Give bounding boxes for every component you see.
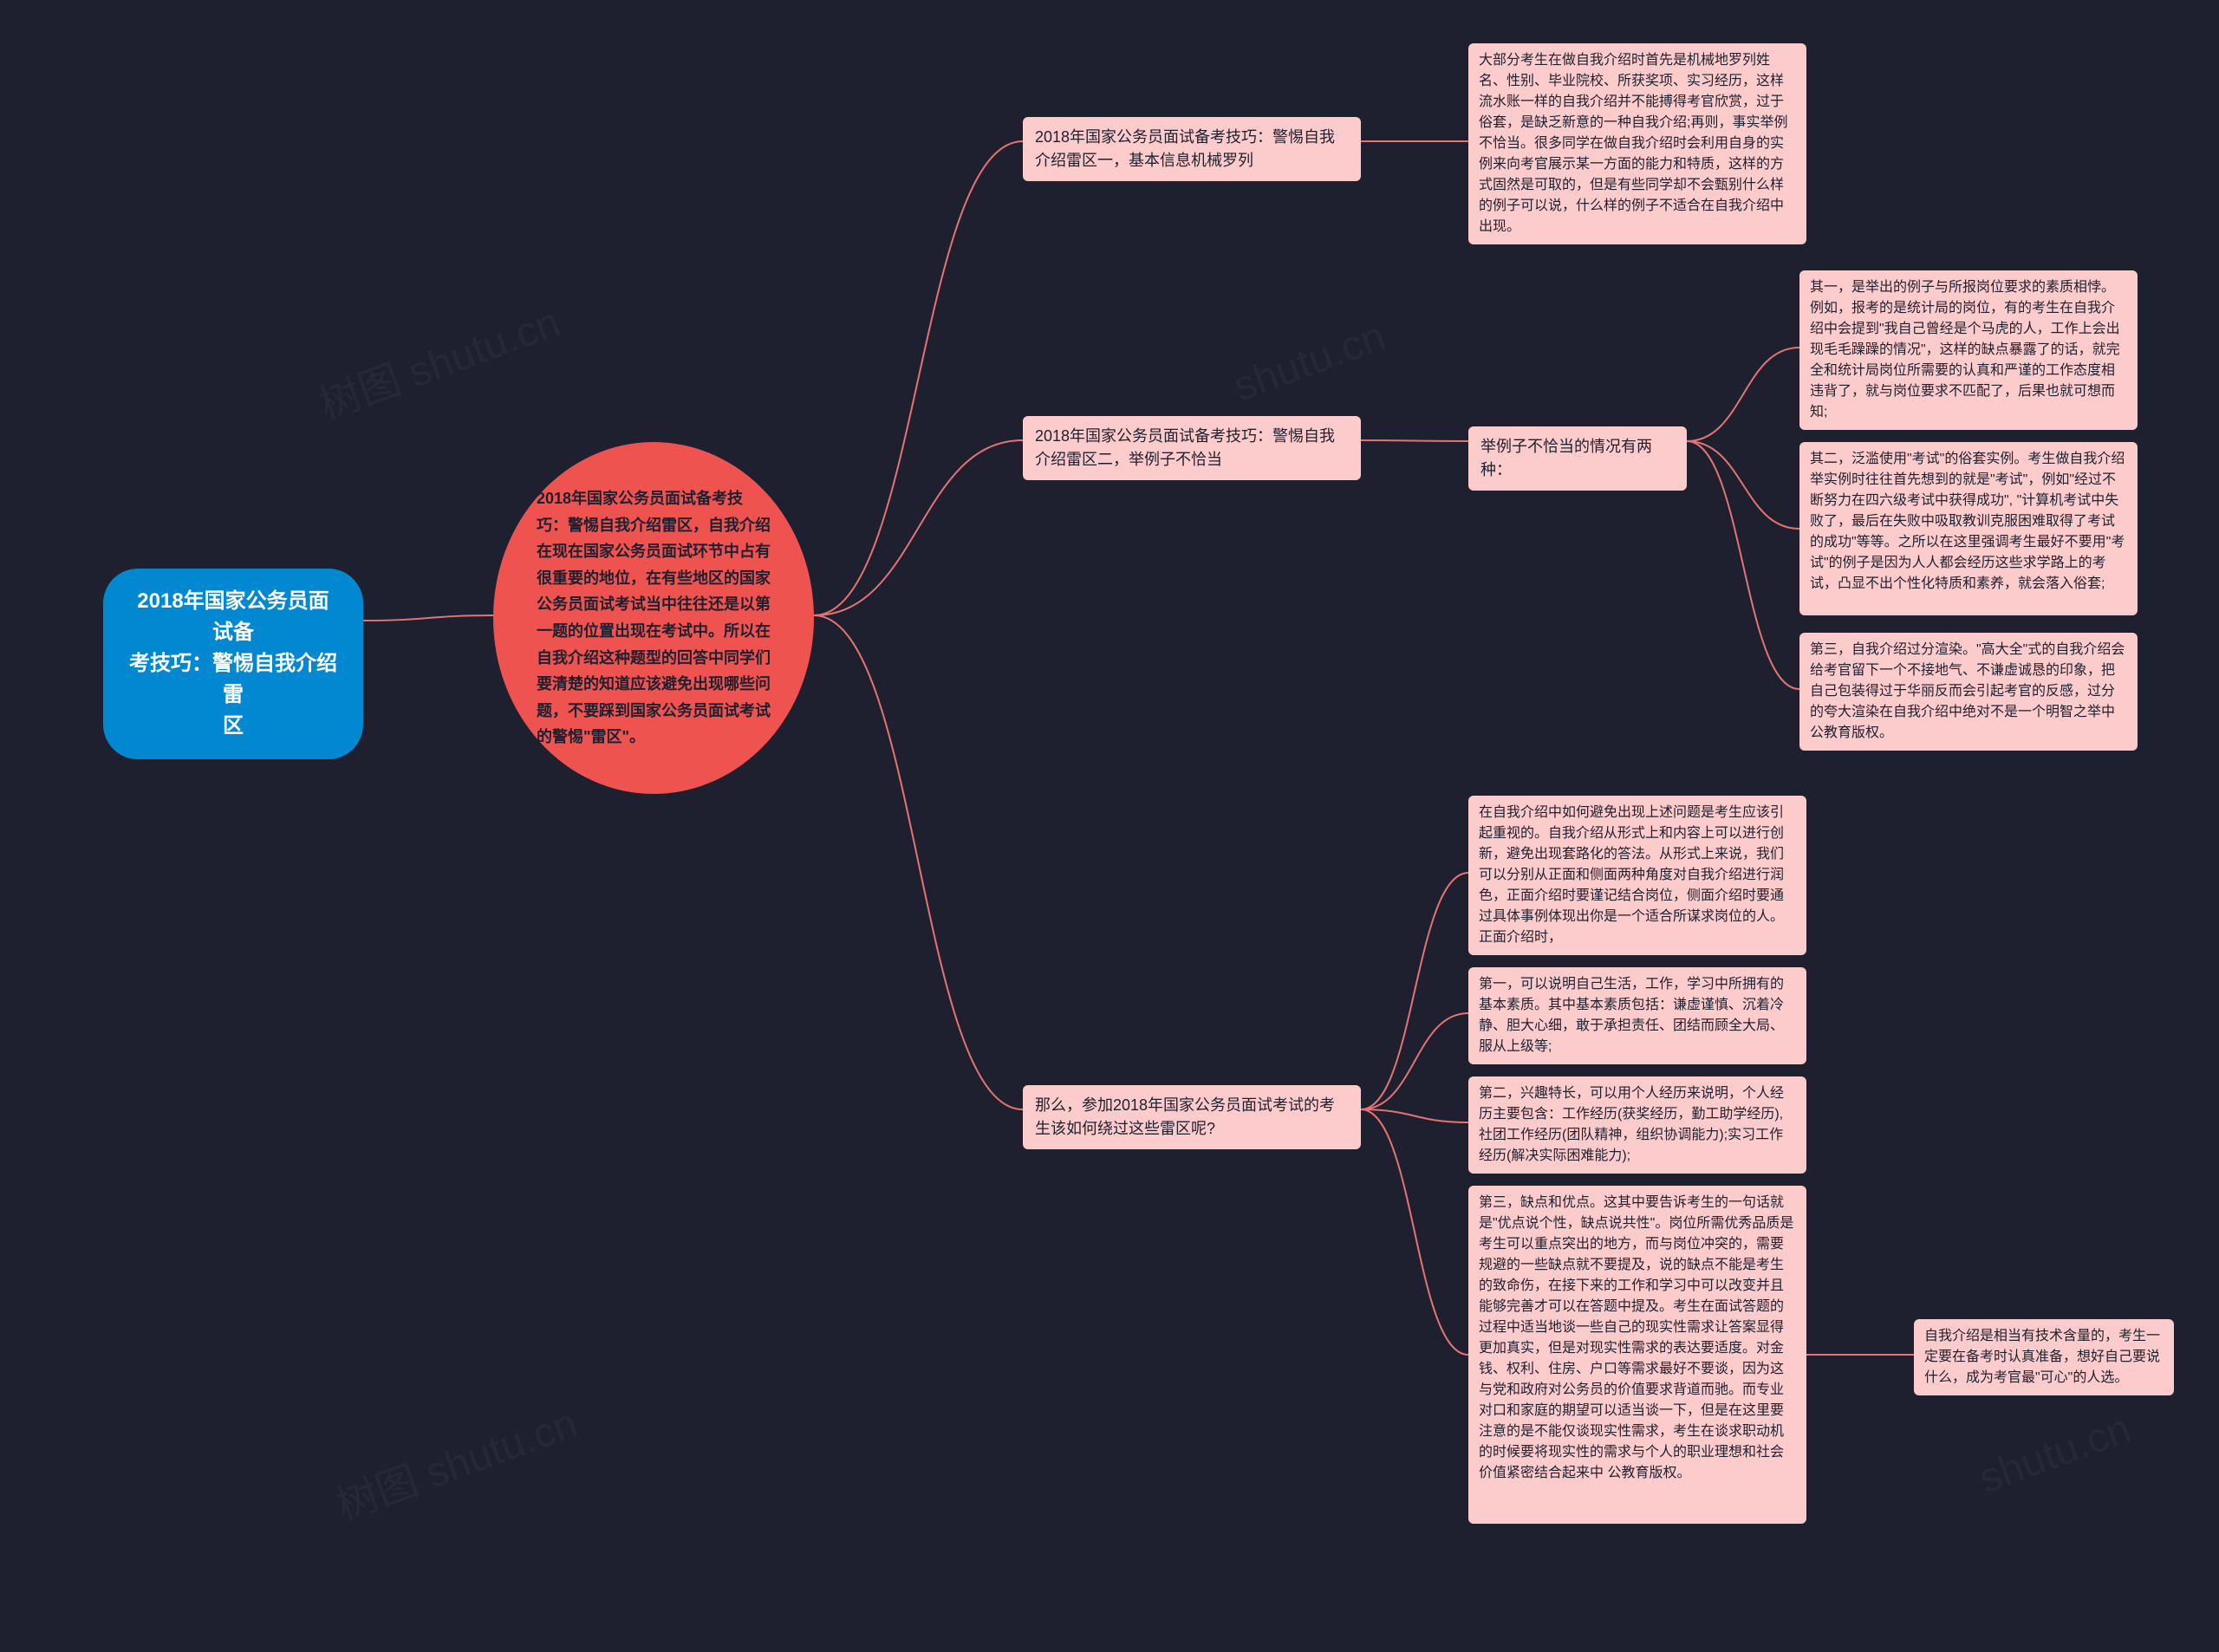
- mindmap-mid[interactable]: 举例子不恰当的情况有两种：: [1468, 426, 1687, 491]
- mindmap-leaf[interactable]: 在自我介绍中如何避免出现上述问题是考生应该引起重视的。自我介绍从形式上和内容上可…: [1468, 796, 1806, 955]
- leaf-text: 第三，缺点和优点。这其中要告诉考生的一句话就是"优点说个性，缺点说共性"。岗位所…: [1479, 1193, 1796, 1484]
- watermark: 树图 shutu.cn: [327, 1389, 584, 1532]
- branch-text: 2018年国家公务员面试备考技巧：警惕自我介绍雷区二，举例子不恰当: [1035, 425, 1349, 472]
- branch-text: 2018年国家公务员面试备考技巧：警惕自我介绍雷区一，基本信息机械罗列: [1035, 126, 1349, 172]
- mindmap-leaf[interactable]: 其一，是举出的例子与所报岗位要求的素质相悖。例如，报考的是统计局的岗位，有的考生…: [1799, 270, 2138, 430]
- mindmap-subleaf[interactable]: 自我介绍是相当有技术含量的，考生一定要在备考时认真准备，想好自己要说什么，成为考…: [1914, 1319, 2174, 1395]
- branch-text: 那么，参加2018年国家公务员面试考试的考生该如何绕过这些雷区呢?: [1035, 1094, 1349, 1141]
- mindmap-branch[interactable]: 2018年国家公务员面试备考技巧：警惕自我介绍雷区二，举例子不恰当: [1023, 416, 1361, 480]
- mindmap-leaf[interactable]: 第一，可以说明自己生活，工作，学习中所拥有的基本素质。其中基本素质包括：谦虚谨慎…: [1468, 967, 1806, 1064]
- mindmap-leaf[interactable]: 第三，缺点和优点。这其中要告诉考生的一句话就是"优点说个性，缺点说共性"。岗位所…: [1468, 1186, 1806, 1524]
- mindmap-leaf[interactable]: 其二，泛滥使用"考试"的俗套实例。考生做自我介绍举实例时往往首先想到的就是"考试…: [1799, 442, 2138, 615]
- leaf-text: 第三，自我介绍过分渲染。"高大全"式的自我介绍会给考官留下一个不接地气、不谦虚诚…: [1810, 640, 2127, 744]
- connector-layer: [0, 0, 2219, 1652]
- mindmap-branch[interactable]: 2018年国家公务员面试备考技巧：警惕自我介绍雷区一，基本信息机械罗列: [1023, 117, 1361, 181]
- mindmap-leaf[interactable]: 第三，自我介绍过分渲染。"高大全"式的自我介绍会给考官留下一个不接地气、不谦虚诚…: [1799, 633, 2138, 751]
- mindmap-root[interactable]: 2018年国家公务员面试备考技巧：警惕自我介绍雷区: [103, 569, 363, 759]
- mindmap-branch[interactable]: 那么，参加2018年国家公务员面试考试的考生该如何绕过这些雷区呢?: [1023, 1085, 1361, 1149]
- leaf-text: 第二，兴趣特长，可以用个人经历来说明，个人经历主要包含：工作经历(获奖经历，勤工…: [1479, 1083, 1796, 1167]
- mindmap-leaf[interactable]: 第二，兴趣特长，可以用个人经历来说明，个人经历主要包含：工作经历(获奖经历，勤工…: [1468, 1076, 1806, 1174]
- watermark: shutu.cn: [1973, 1405, 2137, 1504]
- desc-text: 2018年国家公务员面试备考技巧：警惕自我介绍雷区，自我介绍在现在国家公务员面试…: [537, 485, 771, 751]
- leaf-text: 其二，泛滥使用"考试"的俗套实例。考生做自我介绍举实例时往往首先想到的就是"考试…: [1810, 449, 2127, 595]
- mindmap-leaf[interactable]: 大部分考生在做自我介绍时首先是机械地罗列姓名、性别、毕业院校、所获奖项、实习经历…: [1468, 43, 1806, 244]
- subleaf-text: 自我介绍是相当有技术含量的，考生一定要在备考时认真准备，想好自己要说什么，成为考…: [1924, 1326, 2164, 1389]
- leaf-text: 第一，可以说明自己生活，工作，学习中所拥有的基本素质。其中基本素质包括：谦虚谨慎…: [1479, 974, 1796, 1057]
- mid-text: 举例子不恰当的情况有两种：: [1480, 435, 1675, 482]
- mindmap-desc[interactable]: 2018年国家公务员面试备考技巧：警惕自我介绍雷区，自我介绍在现在国家公务员面试…: [493, 442, 814, 794]
- leaf-text: 其一，是举出的例子与所报岗位要求的素质相悖。例如，报考的是统计局的岗位，有的考生…: [1810, 277, 2127, 423]
- watermark: 树图 shutu.cn: [309, 288, 567, 431]
- root-text: 2018年国家公务员面试备考技巧：警惕自我介绍雷区: [127, 586, 339, 742]
- watermark: shutu.cn: [1227, 313, 1391, 412]
- leaf-text: 在自我介绍中如何避免出现上述问题是考生应该引起重视的。自我介绍从形式上和内容上可…: [1479, 803, 1796, 948]
- leaf-text: 大部分考生在做自我介绍时首先是机械地罗列姓名、性别、毕业院校、所获奖项、实习经历…: [1479, 50, 1796, 237]
